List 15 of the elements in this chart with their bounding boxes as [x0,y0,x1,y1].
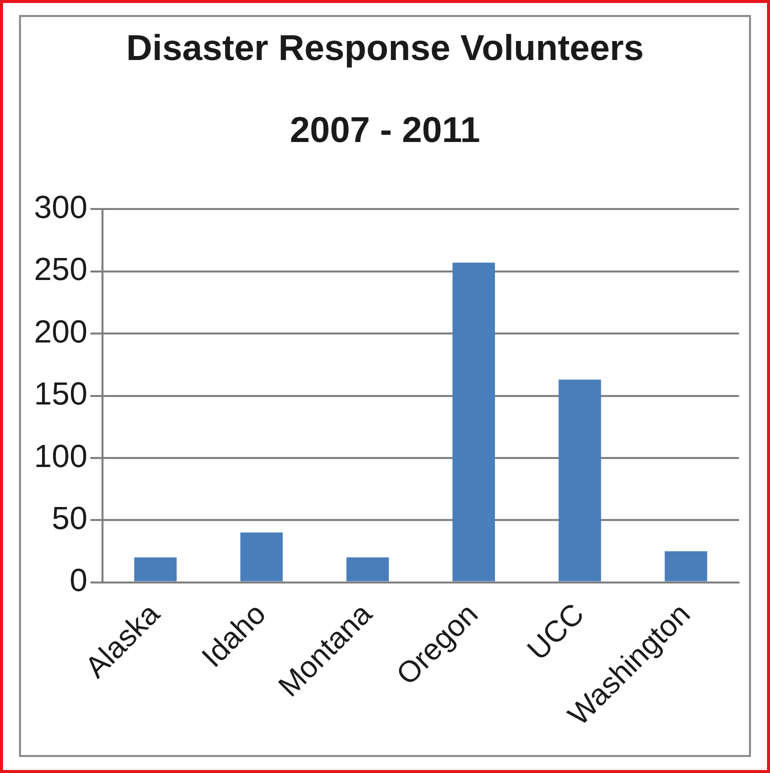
bar [346,557,389,582]
chart-subtitle: 2007 - 2011 [288,109,482,151]
bar [558,380,602,582]
y-tick-label: 250 [34,251,88,288]
bar [664,551,708,582]
y-tick-label: 100 [34,438,88,474]
bar [452,262,495,582]
y-tick-label: 0 [70,562,88,598]
bar [134,557,177,582]
chart-title: Disaster Response Volunteers [125,27,645,69]
y-tick-label: 50 [52,500,88,536]
y-tick-label: 150 [34,376,88,412]
y-tick-label: 300 [34,189,88,226]
y-tick-label: 200 [34,313,88,350]
bar [240,532,283,582]
